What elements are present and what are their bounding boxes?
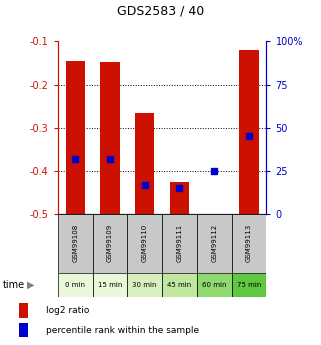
Bar <box>127 214 162 273</box>
Bar <box>100 62 119 214</box>
Text: GSM99113: GSM99113 <box>246 224 252 262</box>
Text: 15 min: 15 min <box>98 282 122 288</box>
Text: 30 min: 30 min <box>133 282 157 288</box>
Text: time: time <box>3 280 25 289</box>
Bar <box>162 214 197 273</box>
Text: GSM99108: GSM99108 <box>72 224 78 262</box>
Bar <box>232 214 266 273</box>
Text: GSM99109: GSM99109 <box>107 224 113 262</box>
Bar <box>197 273 232 297</box>
Bar <box>239 50 259 214</box>
Bar <box>170 181 189 214</box>
Bar <box>135 112 154 214</box>
Bar <box>19 303 28 317</box>
Bar <box>162 273 197 297</box>
Bar <box>19 323 28 337</box>
Text: GSM99111: GSM99111 <box>177 224 183 262</box>
Text: 45 min: 45 min <box>167 282 192 288</box>
Text: GDS2583 / 40: GDS2583 / 40 <box>117 4 204 17</box>
Text: GSM99112: GSM99112 <box>211 224 217 262</box>
Text: percentile rank within the sample: percentile rank within the sample <box>46 326 199 335</box>
Text: GSM99110: GSM99110 <box>142 224 148 262</box>
Bar <box>127 273 162 297</box>
Bar <box>92 214 127 273</box>
Bar <box>58 214 92 273</box>
Bar <box>92 273 127 297</box>
Bar <box>197 214 232 273</box>
Text: 60 min: 60 min <box>202 282 227 288</box>
Text: 0 min: 0 min <box>65 282 85 288</box>
Bar <box>58 273 92 297</box>
Text: 75 min: 75 min <box>237 282 261 288</box>
Bar <box>232 273 266 297</box>
Text: ▶: ▶ <box>27 280 35 289</box>
Bar <box>65 61 85 214</box>
Text: log2 ratio: log2 ratio <box>46 306 89 315</box>
